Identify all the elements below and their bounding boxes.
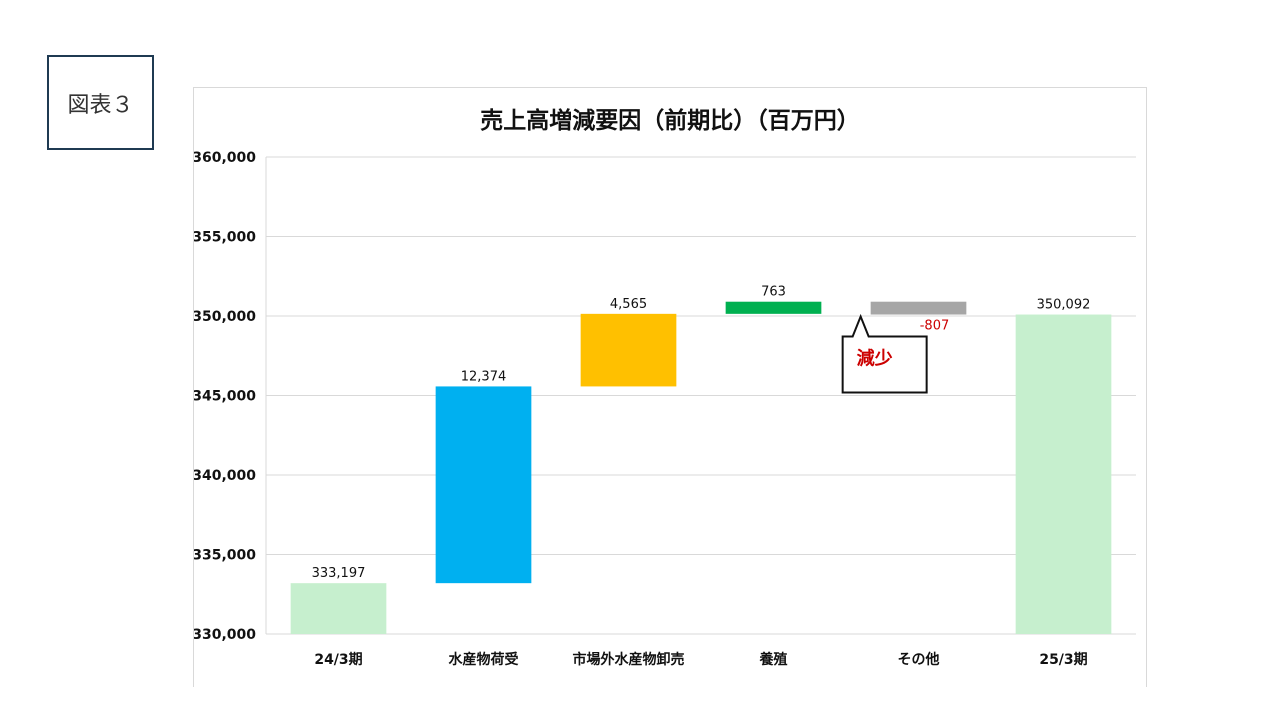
waterfall-chart: 売上高増減要因（前期比）（百万円） 330,000335,000340,0003… bbox=[194, 107, 1136, 668]
bar-5 bbox=[870, 301, 967, 315]
callout-layer: 減少 bbox=[841, 313, 928, 394]
callout-bubble bbox=[841, 313, 928, 394]
category-label: 水産物荷受 bbox=[449, 651, 519, 668]
y-tick-label: 335,000 bbox=[194, 548, 256, 564]
figure-label: 図表３ bbox=[47, 55, 154, 150]
bar-6 bbox=[1015, 314, 1112, 634]
data-label: 333,197 bbox=[312, 566, 366, 581]
bar-3 bbox=[580, 313, 677, 387]
category-label: 25/3期 bbox=[1039, 652, 1087, 668]
data-label: 350,092 bbox=[1037, 298, 1091, 313]
bar-1 bbox=[290, 583, 387, 634]
grid-layer: 330,000 335,000 340,000 345,000 350,000 355,0… bbox=[194, 150, 1136, 643]
data-label: 4,565 bbox=[610, 297, 647, 312]
y-tick-label: 355,000 bbox=[194, 230, 256, 246]
y-tick-label: 345,000 bbox=[194, 389, 256, 405]
bar-2 bbox=[435, 386, 532, 584]
callout-text: 減少 bbox=[857, 348, 893, 370]
category-label: 市場外水産物卸売 bbox=[573, 651, 685, 668]
data-label: 12,374 bbox=[461, 369, 507, 384]
category-label: その他 bbox=[898, 651, 940, 668]
data-label: 763 bbox=[761, 285, 786, 300]
y-tick-label: 360,000 bbox=[194, 150, 256, 166]
data-label: -807 bbox=[920, 319, 950, 334]
category-label: 養殖 bbox=[759, 651, 788, 668]
category-label: 24/3期 bbox=[314, 652, 362, 668]
chart-container: 売上高増減要因（前期比）（百万円） 330,000 335,000 340,000 3… bbox=[193, 87, 1147, 687]
y-tick-label: 340,000 bbox=[194, 468, 256, 484]
y-tick-label: 350,000 bbox=[194, 309, 256, 325]
y-tick-label: 330,000 bbox=[194, 627, 256, 643]
bar-4 bbox=[725, 301, 822, 314]
bar-layer bbox=[290, 301, 1112, 634]
chart-title: 売上高増減要因（前期比）（百万円） bbox=[480, 107, 860, 134]
label-layer: 333,197 24/3期 12,374 水産物荷受 4,565 市場外水産物卸売 763 養… bbox=[312, 285, 1091, 668]
